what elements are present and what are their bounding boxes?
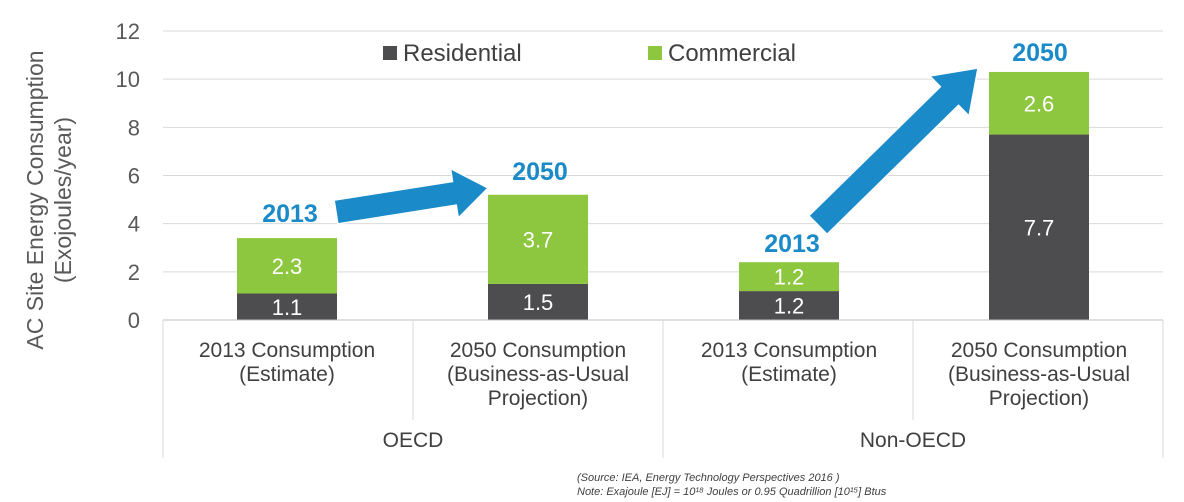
category-label-line: 2013 Consumption xyxy=(199,339,375,362)
category-label-line: (Estimate) xyxy=(239,363,335,386)
category-label-line: (Estimate) xyxy=(741,363,837,386)
y-tick-label: 4 xyxy=(128,212,140,237)
legend-label-residential: Residential xyxy=(403,40,522,67)
category-label-line: Projection) xyxy=(488,387,588,410)
category-label-line: 2050 Consumption xyxy=(951,339,1127,362)
category-label-line: 2050 Consumption xyxy=(450,339,626,362)
y-axis-label-line: AC Site Energy Consumption xyxy=(22,50,48,349)
legend: Residential Commercial xyxy=(383,40,796,67)
legend-swatch-residential xyxy=(383,46,397,60)
legend-label-commercial: Commercial xyxy=(668,40,796,67)
category-labels: 2013 Consumption (Estimate)2050 Consumpti… xyxy=(199,339,1130,410)
x-axis-frame xyxy=(162,319,1164,458)
bar-residential xyxy=(237,293,337,320)
year-annotations: 2013 2050 2013 2050 xyxy=(262,39,1068,258)
group-label: Non-OECD xyxy=(860,429,966,452)
category-label: 2013 Consumption (Estimate) xyxy=(199,339,375,386)
bar-residential xyxy=(989,134,1089,320)
note-line: (Source: IEA, Energy Technology Perspect… xyxy=(577,472,840,484)
data-label: 1.5 xyxy=(523,290,554,315)
y-tick-label: 2 xyxy=(128,260,140,285)
category-label-line: (Business-as-Usual xyxy=(447,363,629,386)
data-label: 3.7 xyxy=(523,227,554,252)
bar-commercial xyxy=(739,262,839,292)
data-label: 1.2 xyxy=(774,294,805,319)
category-label: 2050 Consumption (Business-as-Usual Projec… xyxy=(447,339,629,410)
category-label: 2013 Consumption (Estimate) xyxy=(701,339,877,386)
y-tick-label: 0 xyxy=(128,308,140,333)
year-label: 2013 xyxy=(262,200,318,228)
year-label: 2050 xyxy=(1012,39,1068,67)
y-axis-label-line: (Exojoules/year) xyxy=(50,117,76,283)
y-axis-label: AC Site Energy Consumption (Exojoules/yea… xyxy=(22,50,76,349)
year-label: 2013 xyxy=(764,230,820,258)
trend-arrow xyxy=(807,67,979,236)
category-label-line: (Business-as-Usual xyxy=(948,363,1130,386)
data-label: 1.2 xyxy=(774,265,805,290)
group-label: OECD xyxy=(383,429,444,452)
data-label: 2.6 xyxy=(1024,91,1055,116)
trend-arrow xyxy=(333,167,490,225)
data-label: 7.7 xyxy=(1024,215,1055,240)
category-label-line: 2013 Consumption xyxy=(701,339,877,362)
trend-arrows xyxy=(333,67,979,236)
y-axis-ticks: 0 2 4 6 8 10 12 xyxy=(116,19,140,333)
y-tick-label: 10 xyxy=(116,67,140,92)
data-label: 1.1 xyxy=(272,295,303,320)
bar-residential xyxy=(739,291,839,320)
note-line: Note: Exajoule [EJ] = 10¹⁸ Joules or 0.9… xyxy=(577,486,887,498)
bar-commercial xyxy=(237,238,337,294)
group-labels: OECD Non-OECD xyxy=(383,429,966,452)
data-label: 2.3 xyxy=(272,254,303,279)
category-label-line: Projection) xyxy=(989,387,1089,410)
bar-residential xyxy=(488,283,588,320)
bar-commercial xyxy=(989,71,1089,135)
legend-swatch-commercial xyxy=(648,46,662,60)
bars: 1.1 2.3 1.5 3.7 1.2 1.2 7.7 2.6 xyxy=(237,71,1089,320)
y-tick-label: 6 xyxy=(128,164,140,189)
source-notes: (Source: IEA, Energy Technology Perspect… xyxy=(577,472,887,498)
y-tick-label: 8 xyxy=(128,115,140,140)
y-tick-label: 12 xyxy=(116,19,140,44)
year-label: 2050 xyxy=(512,158,568,186)
bar-commercial xyxy=(488,194,588,284)
category-label: 2050 Consumption (Business-as-Usual Projec… xyxy=(948,339,1130,410)
